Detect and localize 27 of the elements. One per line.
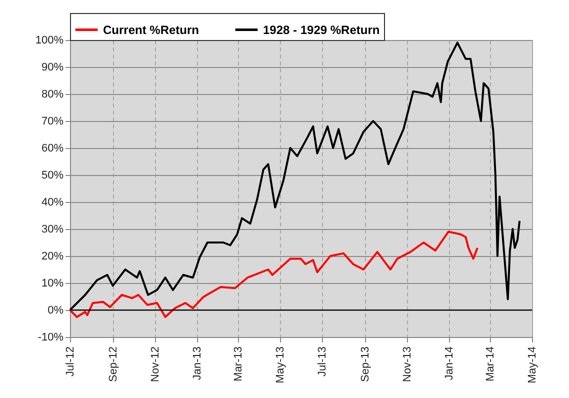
y-tick-label: 0%: [48, 304, 64, 316]
y-tick-label: 10%: [41, 278, 64, 290]
y-tick-label: 60%: [41, 142, 64, 154]
y-tick-label: -10%: [38, 332, 64, 344]
legend-label: Current %Return: [103, 22, 200, 37]
x-tick-label: Jul-12: [64, 346, 76, 376]
y-tick-label: 40%: [41, 196, 64, 208]
y-tick-label: 70%: [41, 116, 64, 128]
x-tick-label: May-14: [526, 346, 538, 384]
y-tick-label: 20%: [41, 250, 64, 262]
y-tick-label: 80%: [41, 88, 64, 100]
x-tick-label: Sep-13: [359, 346, 372, 382]
x-tick-label: Mar-14: [484, 346, 496, 382]
legend-label: 1928 - 1929 %Return: [263, 22, 380, 37]
x-tick-label: Jan-14: [444, 346, 456, 380]
x-tick-label: Jul-13: [316, 346, 329, 376]
x-tick-label: Jan-13: [192, 346, 204, 380]
x-tick-label: May-13: [274, 346, 286, 384]
x-tick-label: Mar-13: [232, 346, 244, 382]
x-tick-label: Sep-12: [107, 346, 120, 382]
x-tick-label: Nov-12: [149, 346, 162, 382]
y-tick-label: 50%: [41, 170, 64, 182]
y-tick-label: 100%: [35, 34, 64, 46]
line-series: [69, 230, 478, 318]
x-tick-label: Nov-13: [402, 346, 414, 382]
y-tick-label: 30%: [41, 224, 64, 236]
y-tick-label: 90%: [41, 62, 64, 74]
